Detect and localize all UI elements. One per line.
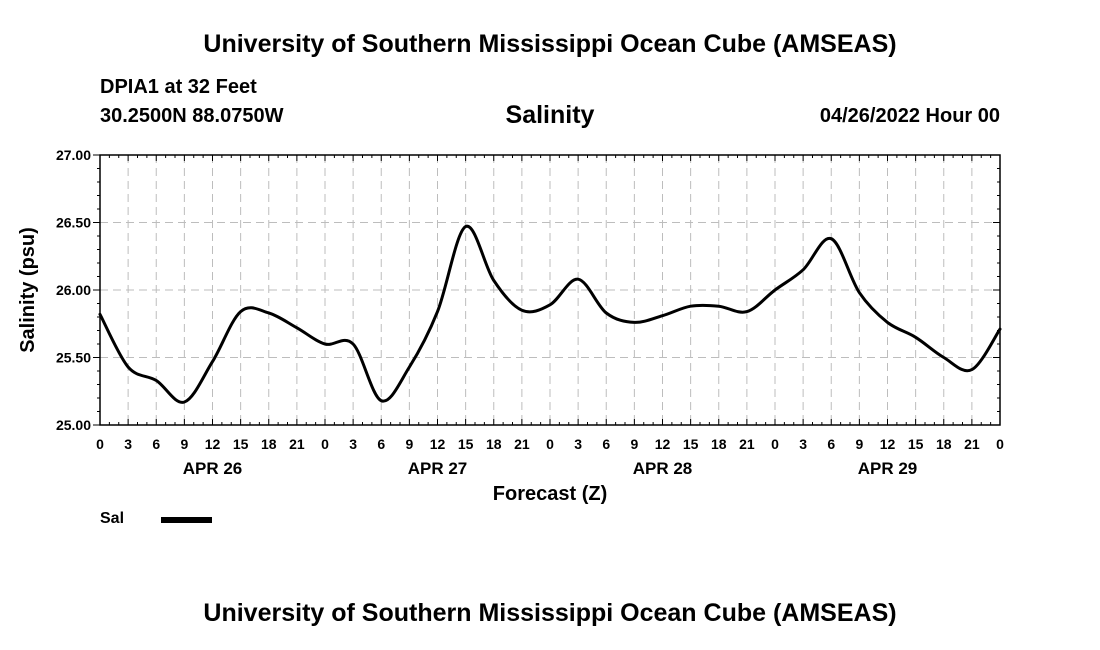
x-tick-label: 0: [96, 436, 104, 452]
x-tick-label: 18: [936, 436, 952, 452]
x-tick-label: 18: [711, 436, 727, 452]
y-tick-label: 27.00: [56, 147, 91, 163]
station-coordinates: 30.2500N 88.0750W: [100, 105, 284, 127]
x-tick-label: 6: [377, 436, 385, 452]
x-tick-label: 12: [205, 436, 221, 452]
axes: 25.00 25.50 26.00 26.50 27.00 0 3 6 9 12 15 18 21 0 3 6…: [56, 147, 1004, 478]
x-tick-label: 6: [602, 436, 610, 452]
chart-title: Salinity: [505, 101, 595, 129]
series-line-sal: [98, 225, 1002, 404]
x-tick-label: 21: [964, 436, 980, 452]
x-tick-label: 21: [739, 436, 755, 452]
x-tick-label: 18: [486, 436, 502, 452]
x-tick-label: 0: [771, 436, 779, 452]
x-tick-label: 21: [289, 436, 305, 452]
x-tick-label: 15: [683, 436, 699, 452]
x-tick-label: 15: [908, 436, 924, 452]
x-axis-label: Forecast (Z): [493, 483, 607, 505]
x-tick-label: 15: [458, 436, 474, 452]
x-tick-label: 9: [405, 436, 413, 452]
forecast-date: 04/26/2022 Hour 00: [819, 105, 1000, 127]
x-tick-label: 9: [630, 436, 638, 452]
x-tick-label: 9: [180, 436, 188, 452]
x-tick-label: 0: [321, 436, 329, 452]
x-tick-label: 6: [152, 436, 160, 452]
x-tick-label: 12: [655, 436, 671, 452]
y-tick-label: 26.00: [56, 282, 91, 298]
station-name: DPIA1 at 32 Feet: [100, 76, 257, 98]
x-tick-label: 3: [799, 436, 807, 452]
x-tick-label: 6: [827, 436, 835, 452]
y-tick-label: 25.50: [56, 350, 91, 366]
x-tick-label: 0: [546, 436, 554, 452]
x-tick-label: 9: [855, 436, 863, 452]
page-title: University of Southern Mississippi Ocean…: [203, 30, 897, 58]
x-tick-label: 3: [349, 436, 357, 452]
y-tick-label: 25.00: [56, 417, 91, 433]
x-tick-label: 15: [233, 436, 249, 452]
legend-label: Sal: [100, 510, 125, 527]
legend-swatch: [161, 517, 212, 523]
data-layer: [98, 225, 1002, 404]
x-tick-label: 3: [124, 436, 132, 452]
x-day-label: APR 29: [858, 459, 918, 478]
x-day-label: APR 27: [408, 459, 468, 478]
footer-title: University of Southern Mississippi Ocean…: [203, 599, 897, 627]
x-tick-label: 18: [261, 436, 277, 452]
x-tick-label: 12: [880, 436, 896, 452]
y-axis-label: Salinity (psu): [17, 227, 39, 353]
x-tick-label: 12: [430, 436, 446, 452]
y-tick-label: 26.50: [56, 215, 91, 231]
x-tick-label: 0: [996, 436, 1004, 452]
x-day-label: APR 28: [633, 459, 693, 478]
x-tick-label: 21: [514, 436, 530, 452]
x-tick-label: 3: [574, 436, 582, 452]
x-day-label: APR 26: [183, 459, 243, 478]
grid-lines: [100, 155, 1000, 425]
